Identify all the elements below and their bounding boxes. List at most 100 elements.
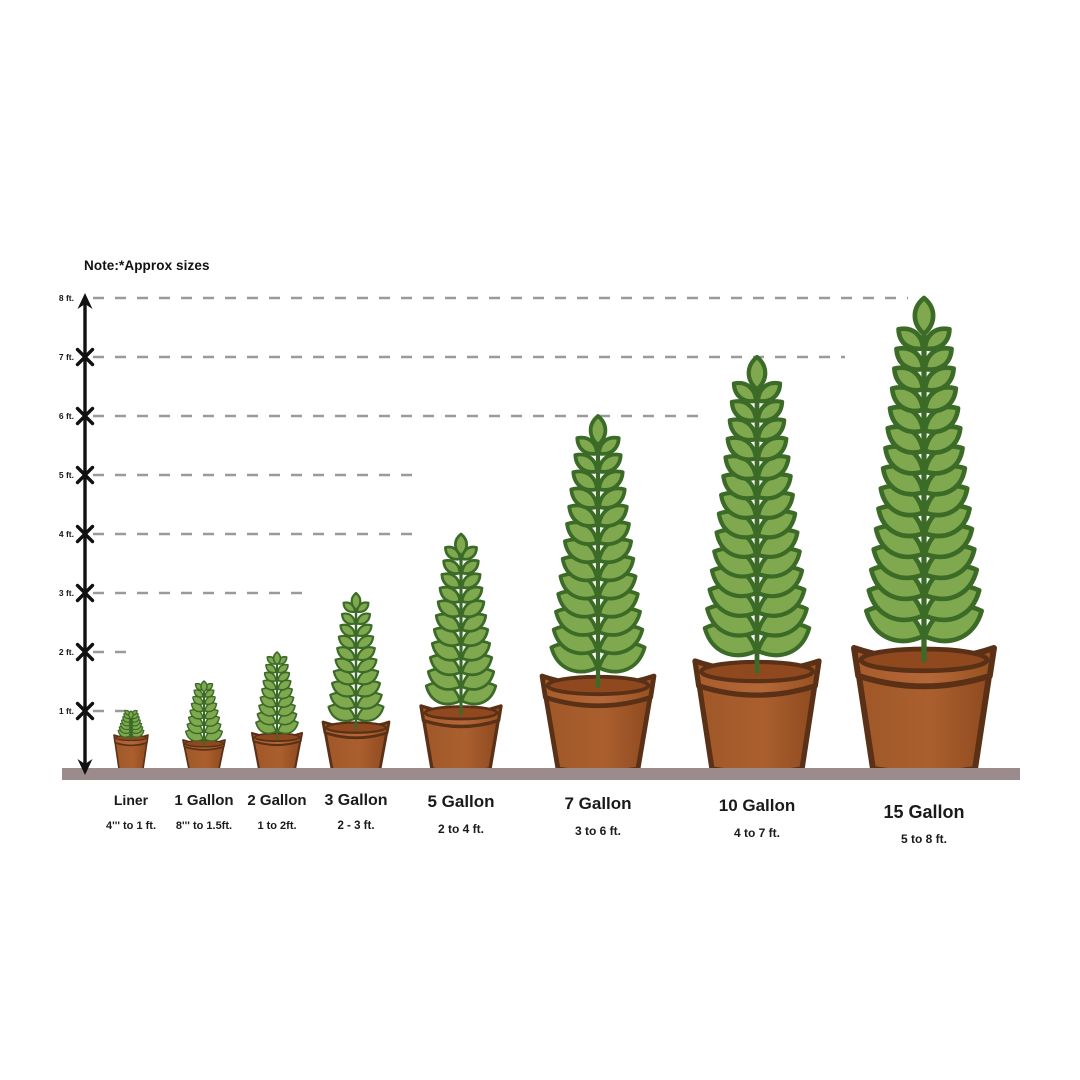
leaf-shape	[755, 380, 783, 404]
pot-10-gallon	[692, 658, 822, 776]
leaf-shape	[755, 435, 789, 462]
plant-leaf	[922, 326, 952, 352]
axis-label-1ft: 1 ft.	[58, 706, 74, 716]
tick-stroke-b	[75, 465, 95, 485]
leaf-shape	[460, 585, 484, 604]
plant-leaf	[746, 354, 768, 392]
leaf-shape	[460, 599, 486, 619]
plant-leaf	[277, 687, 293, 700]
plant-leaf	[565, 520, 599, 546]
plant-leaf	[340, 612, 357, 626]
plant-leaf	[460, 585, 484, 604]
plant-leaf	[755, 417, 787, 443]
category-label-10-gallon: 10 Gallon	[718, 796, 796, 815]
category-range-10-gallon: 4 to 7 ft.	[733, 826, 781, 840]
leaf-shape	[337, 634, 357, 650]
leaf-shape	[204, 702, 218, 713]
tick-stroke-b	[75, 524, 95, 544]
pot-body	[543, 695, 653, 775]
leaf-shape	[922, 385, 959, 414]
plant-leaf	[922, 365, 956, 393]
plant-2-gallon	[255, 651, 299, 740]
leaf-shape	[355, 623, 373, 638]
category-range-1-gallon: 8''' to 1.5ft.	[175, 820, 233, 832]
plant-leaf	[755, 380, 783, 404]
plant-leaf	[204, 702, 218, 713]
leaf-shape	[597, 520, 631, 546]
leaf-shape	[460, 559, 480, 575]
plant-leaf	[896, 326, 926, 352]
leaf-shape	[727, 417, 759, 443]
plant-leaf	[453, 532, 469, 557]
leaf-shape	[442, 559, 462, 575]
tick-stroke-b	[75, 583, 95, 603]
plant-leaf	[263, 671, 277, 682]
leaf-shape	[571, 469, 599, 492]
plant-leaf	[204, 695, 216, 705]
plant-leaf	[442, 559, 462, 575]
plant-leaf	[723, 454, 759, 481]
plants-group	[113, 295, 997, 777]
leaf-shape	[434, 612, 462, 633]
leaf-shape	[355, 634, 375, 650]
plant-leaf	[440, 572, 462, 590]
tick-stroke-b	[75, 347, 95, 367]
category-label-15-gallon: 15 Gallon	[883, 802, 965, 822]
plant-leaf	[575, 435, 599, 456]
plant-leaf	[460, 572, 482, 590]
plant-7-gallon	[549, 414, 647, 688]
plant-leaf	[355, 646, 376, 662]
plant-leaf	[350, 591, 362, 611]
plant-leaf	[334, 657, 357, 674]
axis-label-6ft: 6 ft.	[58, 411, 74, 421]
axis-arrow-top	[77, 293, 93, 309]
plant-leaf	[755, 454, 791, 481]
leaf-shape	[575, 435, 599, 456]
plant-leaf	[262, 679, 277, 691]
plant-3-gallon	[327, 591, 385, 730]
leaf-shape	[336, 646, 357, 662]
pot-5-gallon	[419, 704, 503, 774]
plant-10-gallon	[702, 354, 812, 675]
leaf-shape	[192, 695, 204, 705]
axis-arrow-bottom	[77, 759, 93, 775]
pot-body	[114, 742, 148, 771]
leaf-shape	[889, 385, 926, 414]
leaf-shape	[922, 326, 952, 352]
plant-leaf	[190, 702, 204, 713]
leaf-shape	[200, 680, 208, 693]
plant-leaf	[261, 687, 277, 700]
plant-leaf	[200, 680, 208, 693]
plant-leaf	[569, 486, 599, 510]
plant-leaf	[729, 399, 759, 423]
axis-label-4ft: 4 ft.	[58, 529, 74, 539]
leaf-shape	[355, 668, 380, 686]
plant-leaf	[597, 469, 625, 492]
pot-body	[855, 672, 993, 777]
leaf-shape	[204, 689, 215, 698]
leaf-shape	[272, 651, 282, 666]
plant-leaf	[277, 663, 289, 674]
plant-leaf	[567, 503, 599, 528]
plant-leaf	[922, 385, 959, 414]
plant-leaf	[332, 668, 357, 686]
axis-tick-4ft	[75, 524, 95, 544]
leaf-shape	[261, 687, 277, 700]
category-label-1-gallon: 1 Gallon	[174, 792, 234, 809]
axis-label-2ft: 2 ft.	[58, 647, 74, 657]
leaf-shape	[892, 365, 926, 393]
plant-leaf	[272, 651, 282, 666]
axis-label-3ft: 3 ft.	[58, 588, 74, 598]
axis-tick-7ft	[75, 347, 95, 367]
tick-stroke-b	[75, 406, 95, 426]
vertical-height-axis	[75, 293, 95, 775]
category-label-3-gallon: 3 Gallon	[324, 792, 388, 809]
plant-leaf	[339, 623, 357, 638]
leaf-shape	[894, 345, 926, 372]
leaf-shape	[755, 454, 791, 481]
leaf-shape	[912, 295, 936, 337]
axis-label-8ft: 8 ft.	[58, 293, 74, 303]
plant-leaf	[192, 695, 204, 705]
